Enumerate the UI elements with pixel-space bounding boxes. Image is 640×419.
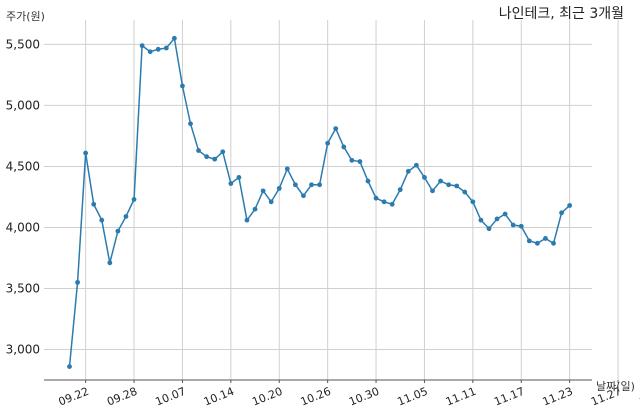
x-axis-ticks: 09.22 09.28 10.07 10.14 10.20 10.26 10.30 11.05… — [57, 380, 640, 409]
data-point — [526, 238, 532, 244]
data-point — [422, 175, 427, 180]
data-point — [228, 181, 234, 186]
data-point — [357, 159, 363, 164]
data-point — [341, 144, 347, 150]
data-point — [478, 217, 484, 223]
data-point — [430, 188, 435, 194]
x-tick-label: 10.07 — [153, 385, 187, 409]
data-point — [155, 46, 161, 52]
data-point — [405, 168, 411, 174]
data-point — [236, 175, 242, 180]
data-point — [123, 214, 129, 219]
data-point — [115, 228, 121, 234]
x-tick-label: 11.17 — [492, 385, 526, 409]
x-tick-label: 11.23 — [541, 385, 575, 409]
data-point — [131, 196, 137, 202]
data-point — [446, 182, 452, 188]
data-point — [67, 364, 72, 369]
data-point — [454, 183, 460, 189]
data-point — [551, 240, 556, 246]
data-point — [268, 199, 274, 205]
data-point — [147, 49, 153, 55]
data-point — [438, 178, 443, 184]
data-point — [180, 83, 185, 89]
y-tick-label: 4,000 — [6, 220, 40, 234]
data-point — [204, 154, 210, 160]
data-point — [83, 150, 89, 156]
data-point — [107, 260, 113, 266]
data-point — [244, 217, 250, 223]
y-axis-ticks: 3,000 3,500 4,000 4,500 5,000 5,500 — [6, 37, 40, 356]
data-point — [397, 187, 403, 193]
data-point — [139, 43, 145, 49]
data-point — [486, 226, 492, 232]
x-tick-label: 11.11 — [444, 385, 478, 409]
data-point — [349, 157, 355, 163]
series-line — [68, 36, 571, 367]
data-point — [381, 199, 387, 205]
x-tick-label: 12.03 — [638, 385, 640, 409]
data-point — [559, 210, 564, 216]
x-tick-label: 09.22 — [57, 385, 91, 409]
y-tick-label: 5,000 — [6, 98, 40, 112]
data-point — [163, 45, 169, 51]
data-point — [518, 223, 524, 229]
x-tick-label: 10.30 — [347, 385, 381, 409]
data-point — [333, 126, 339, 132]
data-point — [188, 121, 193, 127]
data-point — [99, 217, 105, 223]
y-tick-label: 3,000 — [6, 342, 40, 356]
data-point — [284, 166, 290, 172]
series-points — [67, 35, 573, 369]
y-tick-label: 4,500 — [6, 159, 40, 173]
x-axis-label: 날짜(일) — [596, 379, 635, 393]
data-point — [389, 201, 395, 207]
data-point — [365, 178, 371, 184]
y-tick-label: 5,500 — [6, 37, 40, 51]
data-point — [413, 162, 419, 168]
data-point — [309, 182, 314, 188]
data-point — [317, 182, 322, 188]
data-point — [534, 240, 540, 246]
data-point — [75, 279, 80, 285]
data-point — [510, 222, 516, 228]
data-point — [502, 211, 508, 217]
x-tick-label: 09.28 — [105, 385, 139, 409]
chart-title: 나인테크, 최근 3개월 — [499, 6, 624, 22]
data-point — [212, 156, 218, 162]
data-point — [494, 216, 500, 222]
data-point — [373, 195, 379, 201]
data-point — [292, 182, 298, 188]
data-point — [462, 189, 468, 195]
data-point — [252, 206, 258, 212]
data-point — [567, 203, 573, 208]
y-axis-label: 주가(원) — [6, 10, 45, 23]
data-point — [276, 186, 282, 191]
data-point — [171, 35, 177, 41]
data-point — [220, 149, 226, 155]
data-point — [543, 236, 548, 241]
x-tick-label: 11.05 — [395, 385, 429, 409]
y-tick-label: 3,500 — [6, 281, 40, 295]
x-tick-label: 10.26 — [299, 385, 333, 409]
data-point — [470, 199, 476, 205]
x-tick-label: 10.20 — [250, 385, 284, 409]
data-point — [196, 148, 201, 153]
data-point — [260, 188, 266, 194]
data-point — [91, 201, 97, 207]
x-tick-label: 10.14 — [202, 385, 236, 409]
data-point — [301, 193, 306, 199]
data-point — [325, 140, 331, 146]
